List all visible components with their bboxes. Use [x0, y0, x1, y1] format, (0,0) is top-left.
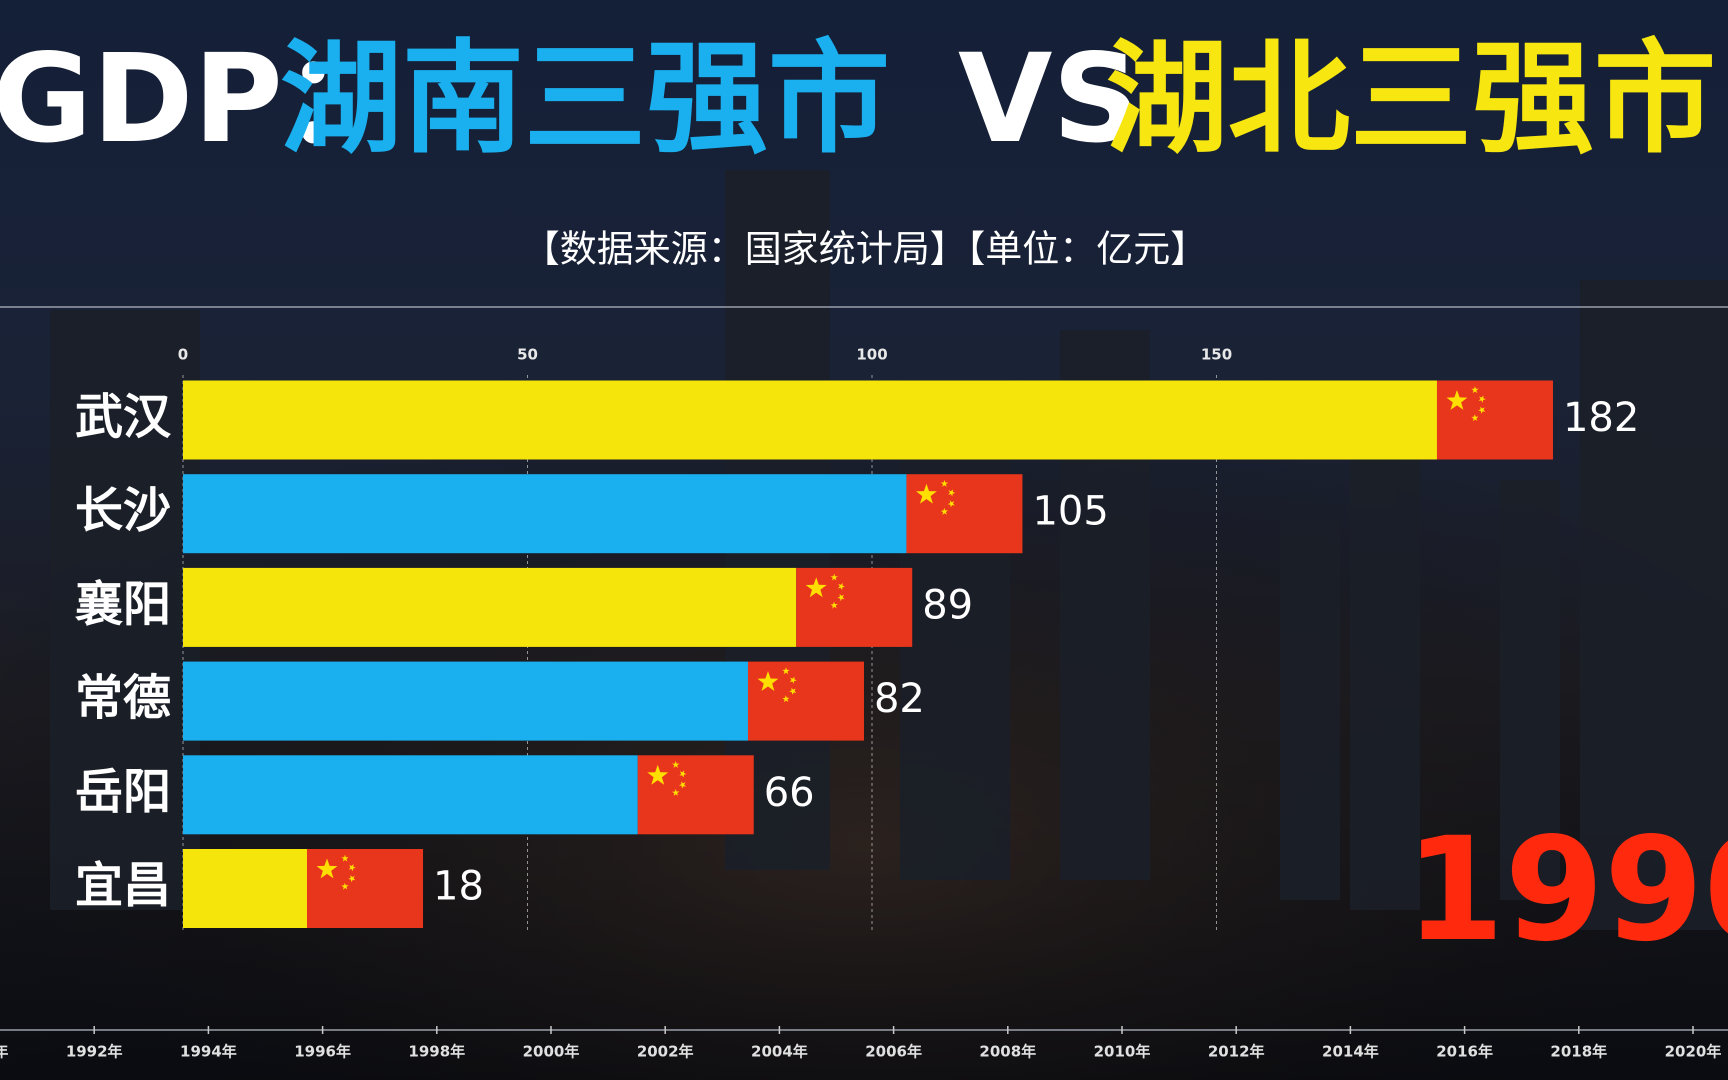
value-label: 66	[764, 770, 815, 816]
bar	[183, 380, 1437, 460]
flag-star	[341, 854, 349, 862]
flag-star	[1471, 386, 1479, 394]
flag-star	[1471, 414, 1479, 422]
flag-field	[307, 849, 424, 928]
flag-field	[637, 755, 754, 835]
timeline-label: 2006年	[865, 1043, 922, 1061]
flag-star	[782, 667, 790, 675]
timeline-label: 2016年	[1436, 1043, 1493, 1061]
year-label: 1990年	[1405, 806, 1728, 973]
x-tick-label: 0	[178, 346, 188, 364]
title-part: 湖北三强市	[1106, 28, 1716, 170]
x-tick-label: 150	[1201, 346, 1232, 364]
bar	[183, 755, 638, 835]
flag	[1436, 380, 1553, 460]
timeline-label: 1994年	[180, 1043, 237, 1061]
flag-star	[948, 489, 956, 497]
timeline-label: 2008年	[979, 1043, 1036, 1061]
flag-star	[1478, 395, 1486, 403]
flag-star	[348, 864, 356, 872]
flag-star	[679, 781, 687, 789]
timeline-label: 1998年	[408, 1043, 465, 1061]
bar	[183, 661, 748, 741]
y-tick-label: 武汉	[75, 389, 172, 445]
flag-star	[789, 676, 797, 684]
flag-star	[672, 789, 680, 796]
title-part: 湖南三强市	[280, 28, 890, 170]
timeline-label: 2000年	[523, 1043, 580, 1061]
bar	[183, 849, 308, 928]
bar	[183, 474, 907, 554]
flag-star	[789, 687, 797, 695]
y-tick-label: 岳阳	[75, 764, 171, 820]
flag-field	[796, 567, 913, 647]
flag-star	[341, 882, 349, 890]
flag	[906, 474, 1023, 554]
y-tick-label: 常德	[75, 670, 171, 726]
flag-star	[672, 761, 680, 768]
flag-star	[316, 858, 338, 879]
flag-star	[940, 479, 949, 487]
flag-field	[1436, 380, 1553, 460]
subtitle: 【数据来源：国家统计局】【单位：亿元】	[523, 228, 1208, 271]
y-tick-label: 长沙	[75, 483, 171, 539]
x-tick-label: 50	[517, 346, 538, 364]
timeline-label: 2014年	[1322, 1043, 1379, 1061]
flag-star	[348, 875, 356, 883]
timeline-label: 2012年	[1208, 1043, 1265, 1061]
flag-star	[782, 695, 790, 703]
flag-field	[906, 474, 1023, 554]
title-part: GDP：	[0, 28, 405, 170]
flag-star	[838, 582, 845, 591]
flag-star	[830, 601, 838, 609]
timeline-label: 1990年	[0, 1043, 8, 1061]
flag-star	[805, 577, 827, 598]
timeline-label: 2004年	[751, 1043, 808, 1061]
flag-field	[747, 661, 864, 741]
flag-star	[1446, 390, 1468, 410]
flag-star	[647, 764, 669, 785]
title-part: VS	[958, 28, 1140, 170]
value-label: 82	[874, 676, 925, 722]
value-label: 182	[1563, 395, 1639, 441]
timeline-label: 1996年	[294, 1043, 351, 1061]
value-label: 105	[1032, 489, 1108, 535]
flag	[637, 755, 754, 835]
timeline-label: 2010年	[1094, 1043, 1151, 1061]
x-tick-label: 100	[856, 346, 887, 364]
flag-star	[940, 507, 948, 515]
value-label: 89	[922, 582, 973, 628]
timeline-label: 2020年	[1665, 1043, 1722, 1061]
y-tick-label: 襄阳	[75, 576, 171, 632]
timeline-label: 2002年	[637, 1043, 694, 1061]
flag-star	[947, 500, 955, 508]
flag-star	[837, 594, 845, 602]
bar	[183, 567, 797, 647]
flag	[747, 661, 864, 741]
flag-star	[679, 770, 687, 778]
y-tick-label: 宜昌	[75, 858, 171, 914]
timeline-label: 2018年	[1550, 1043, 1607, 1061]
flag-star	[757, 671, 779, 691]
flag	[307, 849, 424, 928]
flag-star	[830, 573, 838, 581]
flag-star	[1478, 406, 1486, 414]
flag	[796, 567, 913, 647]
timeline-label: 1992年	[66, 1043, 123, 1061]
value-label: 18	[433, 864, 484, 910]
skyline	[50, 170, 1728, 930]
flag-star	[916, 483, 937, 504]
